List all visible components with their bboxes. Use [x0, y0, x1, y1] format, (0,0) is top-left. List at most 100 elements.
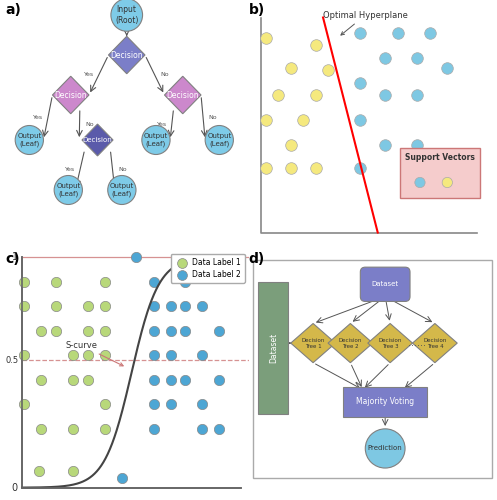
Point: [198, 400, 206, 408]
Point: [84, 327, 92, 335]
Point: [101, 352, 109, 360]
Point: [215, 376, 223, 384]
Text: Output
(Leaf): Output (Leaf): [144, 133, 168, 147]
Point: [35, 466, 43, 474]
Point: [426, 28, 434, 36]
Text: Prediction: Prediction: [368, 446, 403, 452]
FancyBboxPatch shape: [343, 387, 427, 416]
Point: [20, 352, 28, 360]
Point: [150, 327, 158, 335]
Text: Output
(Leaf): Output (Leaf): [110, 183, 134, 196]
Text: S-curve: S-curve: [66, 341, 123, 366]
Point: [52, 327, 60, 335]
Text: Decision: Decision: [83, 137, 112, 143]
Text: Dataset: Dataset: [372, 282, 399, 288]
Text: Optimal Hyperplane: Optimal Hyperplane: [323, 10, 408, 35]
Point: [312, 164, 320, 172]
Point: [38, 376, 46, 384]
Point: [101, 400, 109, 408]
Point: [150, 352, 158, 360]
Point: [20, 278, 28, 286]
Point: [274, 91, 282, 99]
Point: [312, 91, 320, 99]
Point: [381, 54, 389, 62]
Text: d): d): [248, 252, 265, 266]
Polygon shape: [413, 324, 457, 362]
Circle shape: [365, 429, 405, 468]
Polygon shape: [108, 36, 145, 74]
Point: [414, 141, 421, 149]
Point: [356, 164, 364, 172]
Point: [150, 278, 158, 286]
FancyBboxPatch shape: [400, 148, 480, 198]
Point: [69, 376, 77, 384]
Point: [443, 64, 451, 72]
Text: Yes: Yes: [84, 72, 94, 78]
Point: [150, 302, 158, 310]
Point: [356, 28, 364, 36]
Text: Decision: Decision: [166, 90, 199, 100]
Text: 0.5: 0.5: [5, 356, 19, 365]
Point: [394, 28, 402, 36]
Circle shape: [142, 126, 170, 154]
Text: Dataset: Dataset: [269, 333, 278, 363]
Point: [181, 376, 189, 384]
Text: Decision
Tree 4: Decision Tree 4: [423, 338, 447, 348]
Text: Decision
Tree 2: Decision Tree 2: [338, 338, 362, 348]
Point: [69, 352, 77, 360]
Point: [133, 254, 141, 262]
Text: No: No: [209, 115, 217, 120]
Point: [101, 327, 109, 335]
Point: [181, 327, 189, 335]
Text: c): c): [5, 252, 19, 266]
Circle shape: [111, 0, 143, 31]
Circle shape: [15, 126, 43, 154]
Point: [262, 34, 270, 42]
Polygon shape: [82, 124, 113, 156]
Point: [262, 164, 270, 172]
Point: [166, 302, 174, 310]
Circle shape: [108, 176, 136, 204]
Point: [20, 400, 28, 408]
Point: [166, 376, 174, 384]
Point: [52, 302, 60, 310]
Text: Yes: Yes: [65, 167, 76, 172]
Point: [287, 141, 295, 149]
Point: [381, 141, 389, 149]
Point: [166, 400, 174, 408]
Point: [356, 78, 364, 86]
Point: [69, 466, 77, 474]
Point: [181, 302, 189, 310]
Point: [84, 352, 92, 360]
Point: [414, 91, 421, 99]
Point: [150, 425, 158, 433]
Point: [287, 164, 295, 172]
Text: Majority Voting: Majority Voting: [356, 398, 414, 406]
Text: No: No: [160, 72, 169, 78]
Point: [215, 327, 223, 335]
Point: [150, 376, 158, 384]
Point: [198, 425, 206, 433]
Text: b): b): [248, 2, 265, 16]
Polygon shape: [291, 324, 335, 362]
Point: [381, 91, 389, 99]
Point: [299, 116, 307, 124]
Point: [38, 327, 46, 335]
Polygon shape: [165, 76, 201, 114]
Point: [118, 474, 126, 482]
Text: Decision: Decision: [110, 50, 143, 59]
Point: [52, 278, 60, 286]
Point: [166, 327, 174, 335]
Point: [84, 376, 92, 384]
Point: [287, 64, 295, 72]
Text: Output
(Leaf): Output (Leaf): [207, 133, 232, 147]
Point: [416, 178, 424, 186]
Point: [312, 41, 320, 49]
Text: Decision: Decision: [54, 90, 87, 100]
Text: Output
(Leaf): Output (Leaf): [17, 133, 41, 147]
Text: No: No: [85, 122, 93, 126]
FancyBboxPatch shape: [258, 282, 288, 414]
Text: Decision
Tree 1: Decision Tree 1: [301, 338, 325, 348]
Text: No: No: [118, 167, 127, 172]
Text: ......: ......: [409, 338, 426, 348]
